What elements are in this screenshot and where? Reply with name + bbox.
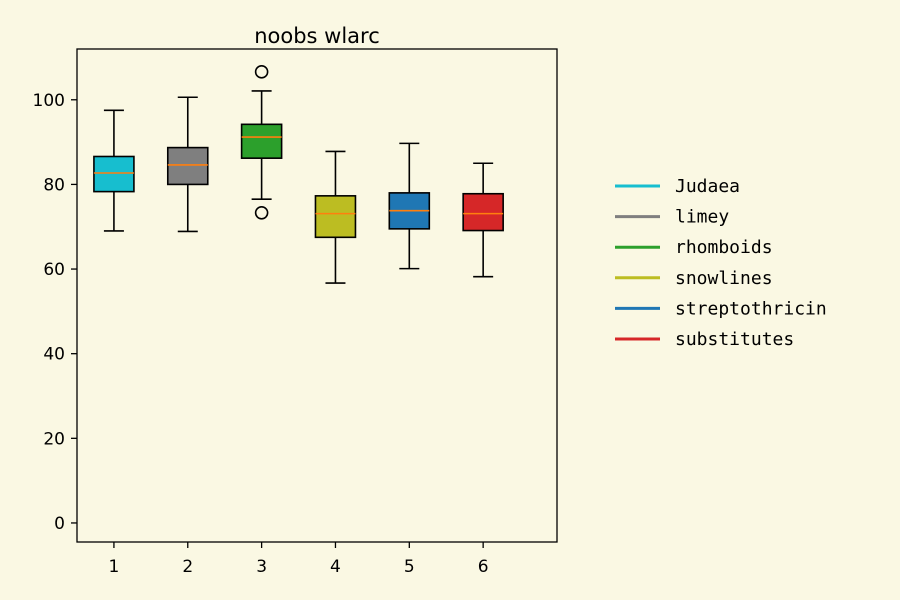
legend-item-1: Judaea [615,176,740,197]
box-2 [166,96,209,233]
x-tick-label: 5 [404,557,415,577]
outlier-point [254,65,269,79]
legend-label: substitutes [675,329,794,350]
x-axis: 1 2 3 4 5 6 [109,542,489,577]
box-body [166,146,209,186]
legend: Judaea limey rhomboids snowlines streptothri… [615,176,827,350]
box-body [314,195,357,239]
legend-label: rhomboids [675,237,773,258]
box-body [462,192,504,232]
x-tick-label: 6 [478,557,489,577]
y-axis: 0 20 40 60 80 100 [33,91,77,534]
y-tick-label: 60 [43,260,65,280]
chart-title: noobs wlarc [254,24,380,48]
box-4 [314,150,357,284]
box-1 [93,109,135,232]
box-6 [462,162,504,278]
legend-item-3: rhomboids [615,237,773,258]
y-tick-label: 80 [43,175,65,195]
y-tick-label: 40 [43,345,65,365]
plot-frame [76,48,558,543]
box-5 [388,142,431,270]
legend-item-2: limey [615,207,729,228]
x-tick-label: 1 [109,557,120,577]
box-3 [240,65,283,220]
legend-label: Judaea [675,176,740,197]
y-tick-label: 100 [33,91,65,111]
y-tick-label: 0 [54,514,65,534]
y-tick-label: 20 [43,429,65,449]
box-body [240,123,283,159]
legend-label: snowlines [675,268,773,289]
x-tick-label: 4 [330,557,341,577]
legend-item-6: substitutes [615,329,794,350]
legend-item-5: streptothricin [615,298,827,319]
x-tick-label: 3 [256,557,267,577]
plot-area [93,65,504,284]
outlier-point [254,205,269,220]
x-tick-label: 2 [182,557,193,577]
legend-label: streptothricin [675,298,827,319]
legend-label: limey [675,207,729,228]
legend-item-4: snowlines [615,268,773,289]
box-body [93,155,135,193]
